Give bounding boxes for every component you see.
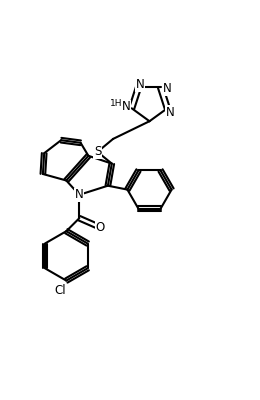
Text: N: N (122, 100, 131, 114)
Text: N: N (135, 78, 144, 91)
Text: N: N (75, 188, 84, 201)
Text: N: N (166, 106, 174, 119)
Text: Cl: Cl (54, 284, 66, 298)
Text: S: S (94, 145, 101, 158)
Text: N: N (162, 82, 171, 95)
Text: 1H: 1H (110, 99, 123, 108)
Text: O: O (95, 221, 105, 234)
